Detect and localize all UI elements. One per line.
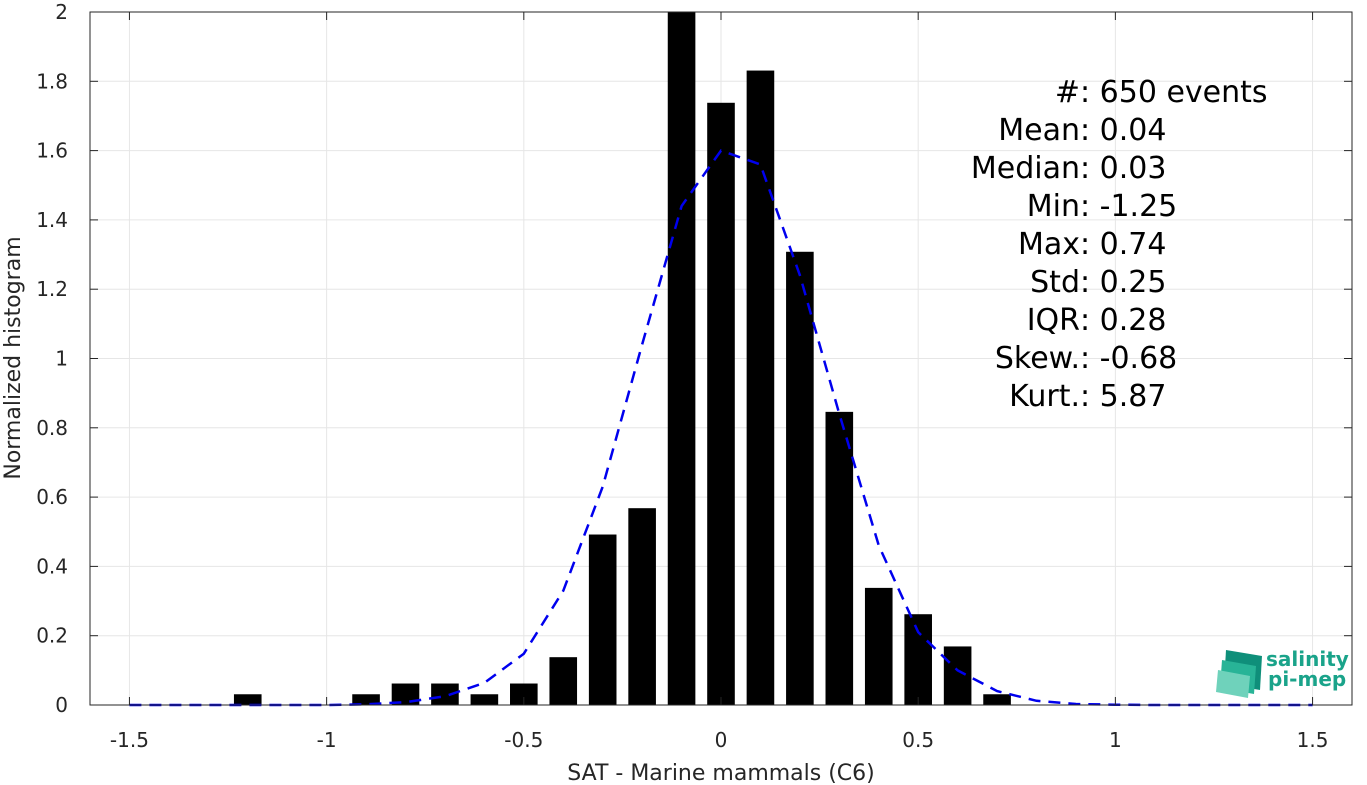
histogram-bar <box>391 683 420 705</box>
histogram-bar <box>864 587 893 705</box>
x-tick-label: 0.5 <box>902 728 934 752</box>
x-tick-label: -1 <box>317 728 337 752</box>
stat-value: : 0.25 <box>1080 265 1166 300</box>
y-tick-label: 1.2 <box>36 277 68 301</box>
histogram-bar <box>628 508 656 705</box>
stat-label: Mean <box>998 113 1080 148</box>
stat-value: : 650 events <box>1080 75 1268 110</box>
y-tick-label: 0.6 <box>36 485 68 509</box>
stat-label: Median <box>971 151 1080 186</box>
y-tick-label: 0.4 <box>36 554 68 578</box>
stat-label: Kurt. <box>1009 379 1080 414</box>
y-tick-labels: 0 0.2 0.4 0.6 0.8 1 1.2 1.4 1.6 1.8 2 <box>36 0 68 717</box>
y-tick-label: 2 <box>55 0 68 24</box>
stat-label: IQR <box>1027 303 1080 338</box>
histogram-bar <box>431 683 459 705</box>
stat-value: : 0.03 <box>1080 151 1166 186</box>
histogram-bar <box>233 694 262 705</box>
y-tick-label: 0.2 <box>36 624 68 648</box>
histogram-bar <box>746 70 775 706</box>
stat-label: Skew. <box>995 341 1080 376</box>
stat-label: Max <box>1018 227 1080 262</box>
stat-label: # <box>1055 75 1080 110</box>
histogram-bar <box>786 251 814 705</box>
stat-value: : 0.74 <box>1080 227 1166 262</box>
histogram-bar <box>904 614 932 705</box>
histogram-bar <box>470 694 499 705</box>
x-tick-label: 1 <box>1109 728 1122 752</box>
bar-series <box>233 12 1011 706</box>
salinity-pi-mep-logo: salinity pi-mep <box>1216 647 1349 698</box>
stat-value: : -0.68 <box>1080 341 1177 376</box>
x-tick-labels: -1.5 -1 -0.5 0 0.5 1 1.5 <box>110 728 1329 752</box>
x-tick-label: 1.5 <box>1297 728 1329 752</box>
x-tick-label: -0.5 <box>504 728 543 752</box>
histogram-bar <box>549 657 578 705</box>
histogram-bar <box>588 534 617 705</box>
histogram-bar <box>707 102 735 705</box>
histogram-bar <box>510 683 538 705</box>
stat-value: : 5.87 <box>1080 379 1166 414</box>
histogram-bar <box>983 694 1011 705</box>
stat-label: Std <box>1030 265 1080 300</box>
x-axis-label: SAT - Marine mammals (C6) <box>567 761 875 785</box>
x-tick-label: -1.5 <box>110 728 149 752</box>
histogram-bar <box>352 694 380 705</box>
logo-line-1: salinity <box>1266 647 1349 671</box>
y-tick-label: 1.8 <box>36 69 68 93</box>
histogram-bar <box>667 12 696 705</box>
y-tick-label: 1.4 <box>36 208 68 232</box>
axes <box>89 11 1353 706</box>
logo-line-2: pi-mep <box>1268 667 1346 691</box>
y-tick-label: 1.6 <box>36 139 68 163</box>
histogram-bar <box>825 411 854 705</box>
stat-value: : 0.04 <box>1080 113 1166 148</box>
stat-value: : -1.25 <box>1080 189 1177 224</box>
histogram-bar <box>943 646 972 705</box>
y-axis-label: Normalized histogram <box>1 236 26 479</box>
y-tick-label: 0.8 <box>36 416 68 440</box>
stat-label: Min <box>1027 189 1080 224</box>
y-tick-label: 0 <box>55 693 68 717</box>
wave-icon <box>1216 650 1262 698</box>
y-tick-label: 1 <box>55 347 68 371</box>
stat-value: : 0.28 <box>1080 303 1166 338</box>
x-tick-label: 0 <box>715 728 728 752</box>
